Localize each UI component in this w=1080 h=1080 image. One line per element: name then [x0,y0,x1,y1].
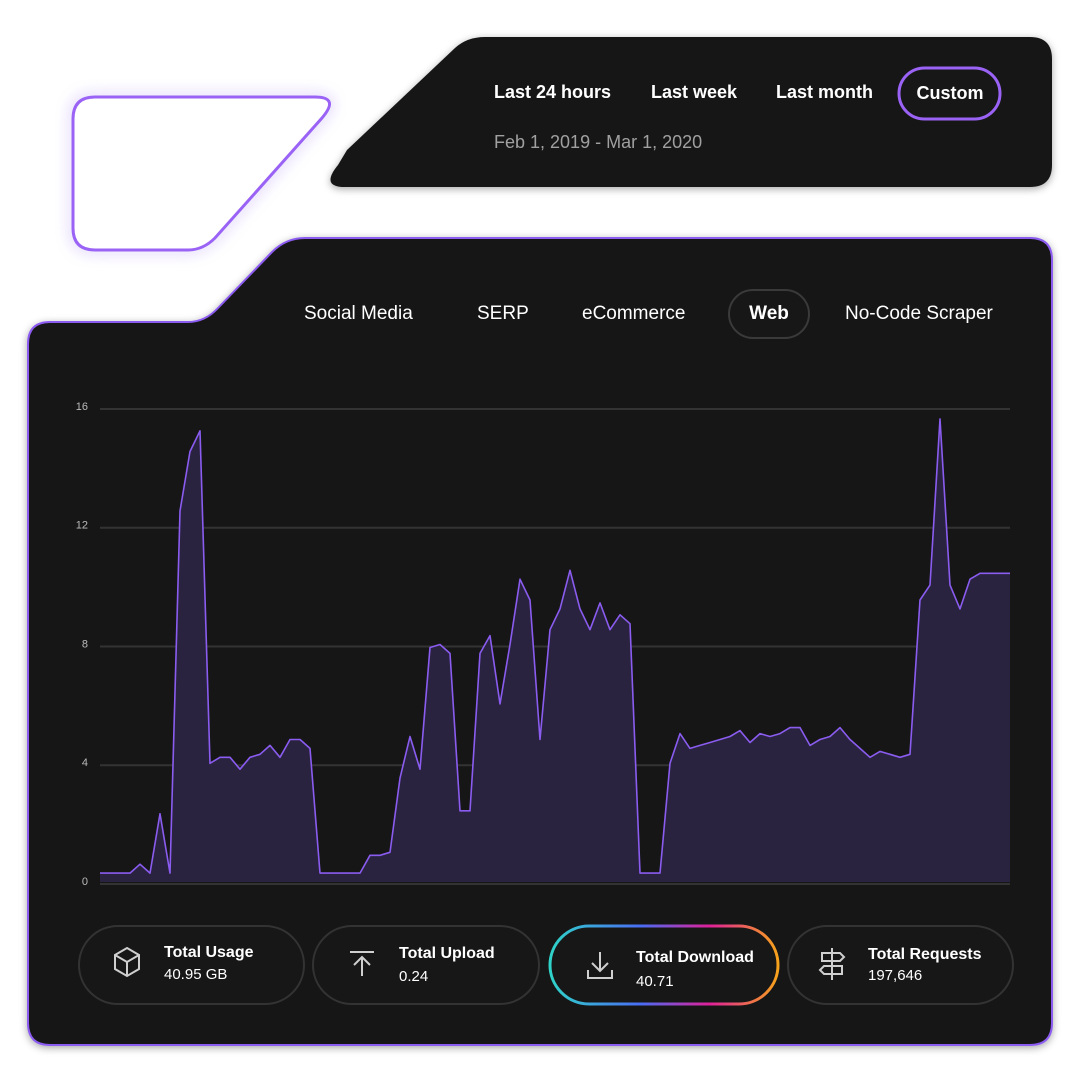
tab[interactable]: No-Code Scraper [845,303,994,324]
chart: 0 4 8 12 16 [76,401,1010,888]
tab[interactable]: eCommerce [582,303,685,324]
y-tick-label: 16 [76,401,88,413]
y-tick-label: 4 [82,757,88,769]
filter-panel [330,37,1053,187]
tab[interactable]: SERP [477,303,529,324]
y-tick-label: 12 [76,520,88,532]
stat-value: 0.24 [399,968,428,985]
upload-icon [350,951,374,976]
stat-value: 197,646 [868,967,922,984]
filter-option[interactable]: Last 24 hours [494,82,611,102]
filter-option[interactable]: Last week [651,82,738,102]
tab-selected[interactable]: Web [749,303,789,324]
stat-value: 40.71 [636,973,674,990]
stat-label: Total Upload [399,945,495,962]
filter-selected-pill[interactable] [897,66,1002,121]
area-line [100,418,1010,874]
y-tick-label: 8 [82,638,88,650]
download-icon [587,952,613,979]
box-icon [114,946,140,978]
stat-label: Total Usage [164,944,254,961]
filter-option-selected[interactable]: Custom [917,83,984,103]
stat-card [312,925,540,1005]
stat-value: 40.95 GB [164,966,227,983]
stat-label: Total Download [636,949,754,966]
stat-label: Total Requests [868,946,982,963]
tab-selected-pill[interactable] [728,289,810,339]
signpost-icon [818,948,846,980]
stat-card-selected[interactable] [548,924,780,1006]
stat-card [787,925,1014,1005]
glow-shape [71,95,331,252]
tab[interactable]: Social Media [304,303,413,324]
filter-option[interactable]: Last month [776,82,873,102]
y-tick-label: 0 [82,876,88,888]
stat-card [78,925,305,1005]
area-fill [100,418,1010,882]
date-range: Feb 1, 2019 - Mar 1, 2020 [494,132,702,152]
